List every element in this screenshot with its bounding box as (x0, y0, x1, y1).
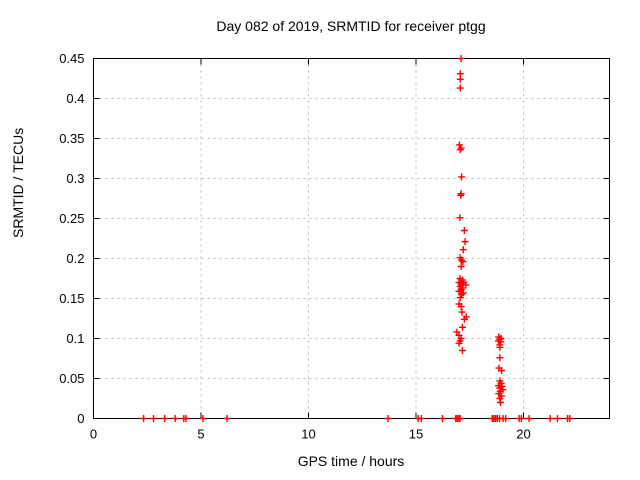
data-point (457, 55, 465, 62)
data-point (149, 415, 157, 422)
y-tick-label: 0.2 (66, 251, 84, 266)
data-point (458, 173, 466, 181)
x-tick-label: 15 (409, 427, 423, 442)
data-point (455, 339, 463, 347)
y-tick-label: 0.3 (66, 171, 84, 186)
data-point (161, 415, 169, 422)
x-tick-label: 10 (301, 427, 315, 442)
y-tick-label: 0.05 (59, 371, 84, 386)
data-point (566, 415, 574, 422)
data-point (497, 338, 505, 346)
data-point (456, 84, 464, 92)
data-point (438, 415, 446, 422)
data-point (496, 354, 504, 362)
data-point (553, 415, 561, 422)
x-tick-label: 5 (197, 427, 204, 442)
data-point (461, 238, 469, 246)
data-point (459, 258, 467, 266)
data-point (457, 263, 465, 270)
data-point (384, 415, 392, 422)
x-tick-label: 20 (516, 427, 530, 442)
data-point (458, 256, 466, 264)
data-point (457, 303, 465, 310)
data-point (460, 315, 468, 323)
data-point (182, 415, 190, 422)
y-tick-label: 0.1 (66, 331, 84, 346)
y-tick-label: 0.45 (59, 51, 84, 66)
y-tick-label: 0.25 (59, 211, 84, 226)
data-point (456, 146, 464, 154)
data-point (455, 141, 463, 149)
data-point (223, 415, 231, 422)
data-point (458, 323, 466, 331)
data-point (456, 75, 464, 83)
data-point (456, 214, 464, 222)
data-point (458, 284, 466, 292)
data-point (199, 415, 207, 422)
data-point (140, 415, 148, 422)
x-axis-label: GPS time / hours (297, 453, 405, 469)
y-tick-label: 0.15 (59, 291, 84, 306)
data-point (460, 227, 468, 234)
data-point (171, 415, 179, 422)
data-point (458, 308, 466, 316)
data-point (496, 399, 504, 406)
y-tick-label: 0.35 (59, 131, 84, 146)
chart-title: Day 082 of 2019, SRMTID for receiver ptg… (216, 18, 486, 34)
data-point (457, 191, 465, 199)
data-point (517, 415, 525, 422)
y-tick-label: 0 (77, 411, 84, 426)
data-point (458, 347, 466, 354)
data-point (458, 291, 466, 298)
x-tick-label: 0 (90, 427, 97, 442)
plot-border (93, 58, 610, 419)
data-point (456, 415, 464, 422)
data-point (546, 415, 554, 422)
data-point (498, 367, 506, 374)
data-point (417, 415, 425, 422)
data-point (525, 415, 533, 422)
data-point (496, 343, 504, 351)
data-point (456, 294, 464, 302)
y-tick-label: 0.4 (66, 91, 84, 106)
data-point (502, 415, 510, 422)
data-point (462, 281, 470, 289)
data-point (457, 144, 465, 152)
data-point (459, 246, 467, 254)
